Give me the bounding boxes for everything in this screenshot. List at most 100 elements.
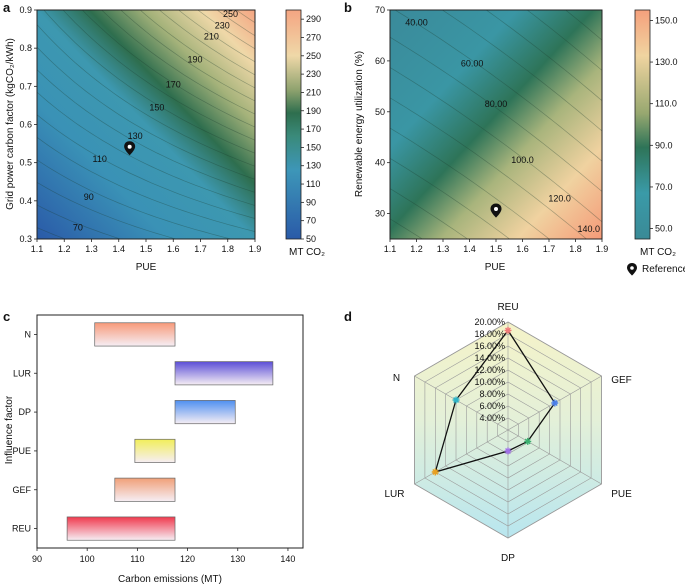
x-tick-label: 1.6	[167, 244, 180, 254]
panel-b-legend: Reference	[627, 263, 685, 276]
colorbar-tick-label: 210	[306, 87, 321, 97]
contour-line	[81, 10, 255, 128]
x-tick-label: 1.3	[437, 244, 450, 254]
contour-label: 70	[73, 223, 83, 233]
contour-line	[37, 114, 255, 219]
x-tick-label: 90	[32, 554, 42, 564]
contour-label: 60.00	[461, 58, 484, 68]
panel-a-x-ticks: 1.1 1.2 1.3 1.4 1.5 1.6 1.7 1.8 1.9	[31, 239, 261, 254]
panel-label-a: a	[3, 0, 11, 15]
y-tick-label: 60	[375, 56, 385, 66]
panel-label-c: c	[3, 309, 10, 324]
panel-b-contour-labels: 40.00 60.00 80.00 100.0 120.0 140.0	[405, 18, 600, 234]
y-tick-label: 0.5	[19, 158, 32, 168]
radar-axis-label: DP	[501, 553, 515, 564]
x-tick-label: 1.8	[569, 244, 582, 254]
radar-tick-label: 4.00%	[479, 413, 505, 423]
radar-tick-label: 10.00%	[474, 377, 505, 387]
panel-c-y-ticks: N LUR DP PUE GEF REU	[12, 329, 37, 534]
x-tick-label: 1.7	[194, 244, 207, 254]
x-tick-label: 120	[180, 554, 195, 564]
contour-line	[37, 69, 255, 193]
x-tick-label: 1.1	[384, 244, 397, 254]
radar-axis-label: N	[393, 373, 400, 384]
x-tick-label: 1.7	[543, 244, 556, 254]
panel-a-x-axis-label: PUE	[136, 262, 157, 273]
panel-a-colorbar-title: MT CO₂	[289, 247, 325, 258]
bar-reu	[66, 516, 176, 541]
contour-line	[394, 10, 602, 162]
contour-line	[37, 159, 233, 239]
y-tick-label: REU	[12, 524, 31, 534]
radar-point-dp	[504, 447, 512, 455]
radar-axis-label: REU	[497, 302, 518, 313]
contour-label: 100.0	[511, 155, 534, 165]
contour-line	[101, 10, 255, 115]
radar-spoke	[507, 429, 602, 485]
colorbar-tick-label: 90	[306, 197, 316, 207]
colorbar-tick-label: 130.0	[655, 57, 678, 67]
x-tick-label: 1.5	[490, 244, 503, 254]
radar-point-pue	[524, 437, 532, 445]
panel-label-d: d	[344, 309, 352, 324]
y-tick-label: 70	[375, 5, 385, 15]
contour-label: 120.0	[548, 193, 571, 203]
reference-marker	[490, 203, 502, 218]
panel-a-colorbar	[285, 9, 302, 240]
contour-label: 140.0	[577, 224, 600, 234]
radar-axis-label: PUE	[611, 489, 632, 500]
panel-a-contour-lines	[37, 10, 255, 239]
x-tick-label: 1.9	[596, 244, 609, 254]
radar-tick-label: 16.00%	[474, 341, 505, 351]
contour-line	[37, 24, 255, 167]
radar-point-n	[452, 396, 460, 404]
colorbar-tick-label: 270	[306, 32, 321, 42]
x-tick-label: 1.6	[516, 244, 529, 254]
x-tick-label: 1.2	[58, 244, 71, 254]
colorbar-tick-label: 150.0	[655, 15, 678, 25]
x-tick-label: 1.8	[221, 244, 234, 254]
panel-d-radar: 4.00% 6.00% 8.00% 10.00% 12.00% 14.00% 16.00% 1…	[384, 302, 632, 564]
radar-tick-label: 8.00%	[479, 389, 505, 399]
x-tick-label: 1.3	[85, 244, 98, 254]
reference-pin-hole	[494, 207, 498, 212]
contour-line	[37, 204, 122, 239]
contour-line	[178, 10, 255, 63]
y-tick-label: 0.7	[19, 81, 32, 91]
radar-point-lur	[431, 468, 439, 476]
contour-line	[43, 10, 255, 154]
bar-dp	[174, 400, 236, 425]
y-tick-label: GEF	[12, 485, 31, 495]
contour-line	[139, 10, 255, 89]
y-tick-label: 40	[375, 158, 385, 168]
y-tick-label: 0.3	[19, 234, 32, 244]
contour-line	[37, 182, 178, 239]
radar-tick-label: 12.00%	[474, 365, 505, 375]
colorbar-tick-label: 150	[306, 142, 321, 152]
y-tick-label: 0.6	[19, 120, 32, 130]
bar-n	[94, 322, 176, 347]
panel-b-y-axis-label: Renewable energy utilization (%)	[354, 51, 365, 197]
panel-a-y-axis-label: Grid power carbon factor (kgCO₂/kWh)	[5, 38, 16, 210]
panel-b: 40.00 60.00 80.00 100.0 120.0 140.0 1.1 1.2 1.3…	[354, 5, 685, 276]
reference-pin-hole	[630, 266, 634, 270]
colorbar-tick-label: 130	[306, 161, 321, 171]
contour-line	[390, 188, 469, 239]
y-tick-label: LUR	[13, 368, 32, 378]
reference-pin-hole	[127, 144, 132, 149]
contour-line	[120, 10, 255, 102]
panel-c-y-axis-label: Influence factor	[4, 395, 15, 464]
colorbar-tick-label: 50.0	[655, 224, 673, 234]
contour-label: 250	[223, 9, 238, 19]
contour-label: 210	[204, 32, 219, 42]
radar-tick-label: 18.00%	[474, 329, 505, 339]
panel-c-x-axis-label: Carbon emissions (MT)	[118, 574, 222, 585]
contour-line	[485, 10, 602, 101]
contour-line	[390, 127, 550, 239]
panel-c-frame	[36, 314, 304, 549]
x-tick-label: 140	[280, 554, 295, 564]
panel-b-reference-marker	[490, 203, 502, 218]
